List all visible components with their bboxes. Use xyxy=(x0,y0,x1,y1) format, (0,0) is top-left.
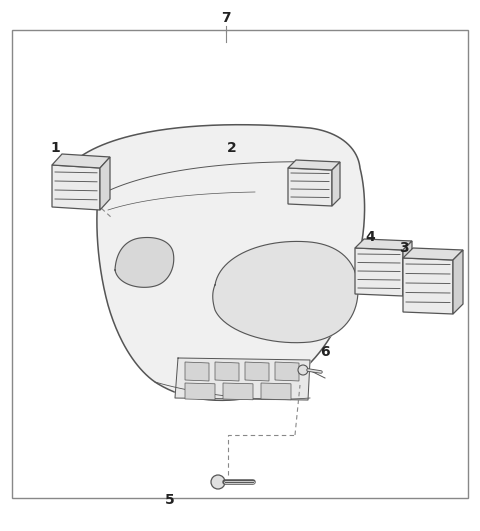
Polygon shape xyxy=(332,162,340,206)
Text: 1: 1 xyxy=(50,141,60,155)
Polygon shape xyxy=(403,241,412,296)
Circle shape xyxy=(298,365,308,375)
Polygon shape xyxy=(215,362,239,381)
Polygon shape xyxy=(245,362,269,381)
Text: 3: 3 xyxy=(399,241,409,255)
Bar xyxy=(12,30,468,498)
Polygon shape xyxy=(288,168,332,206)
Text: 5: 5 xyxy=(165,493,175,507)
Text: 6: 6 xyxy=(320,345,330,359)
Polygon shape xyxy=(52,165,100,210)
Polygon shape xyxy=(223,383,253,400)
Text: 4: 4 xyxy=(365,230,375,244)
Text: 7: 7 xyxy=(221,11,231,25)
Polygon shape xyxy=(185,362,209,381)
Polygon shape xyxy=(175,358,310,400)
Polygon shape xyxy=(275,362,299,381)
Polygon shape xyxy=(453,250,463,314)
Polygon shape xyxy=(100,157,110,210)
Text: 2: 2 xyxy=(227,141,237,155)
Polygon shape xyxy=(403,258,453,314)
Polygon shape xyxy=(52,154,110,168)
Polygon shape xyxy=(355,248,403,296)
Polygon shape xyxy=(185,383,215,400)
Polygon shape xyxy=(115,237,174,287)
Polygon shape xyxy=(261,383,291,400)
Polygon shape xyxy=(355,239,412,250)
Circle shape xyxy=(211,475,225,489)
Polygon shape xyxy=(213,242,358,342)
Polygon shape xyxy=(288,160,340,170)
Polygon shape xyxy=(403,248,463,260)
Polygon shape xyxy=(62,125,365,400)
